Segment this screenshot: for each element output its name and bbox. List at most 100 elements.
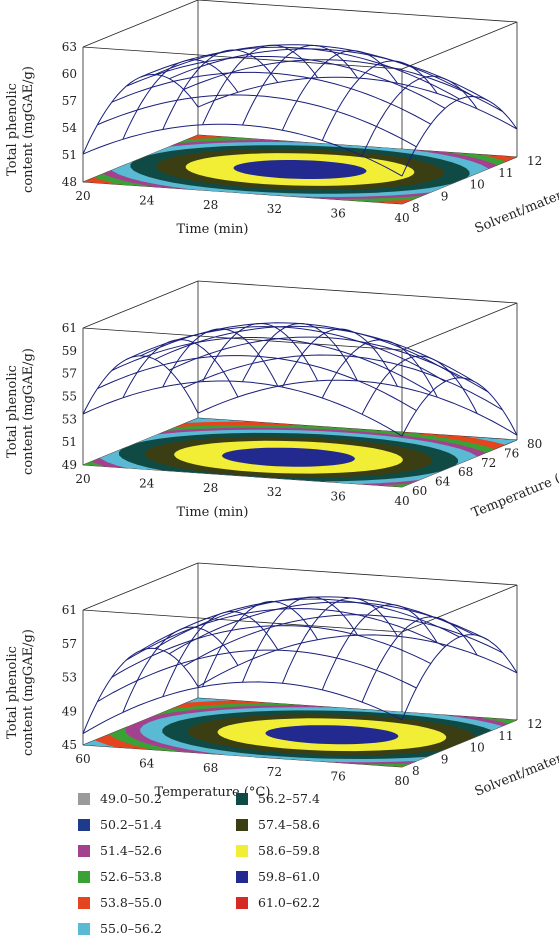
- z-axis-label: Total phenolic content (mgGAE/g): [5, 66, 36, 193]
- y-tick-label: 10: [470, 741, 485, 755]
- box-edge: [82, 327, 403, 351]
- x-tick-label: 32: [267, 202, 282, 216]
- y-tick-label: 8: [412, 764, 420, 778]
- z-tick-label: 57: [62, 367, 77, 381]
- y-tick-label: 9: [441, 189, 449, 203]
- legend-entry: 57.4–58.6: [236, 817, 320, 832]
- mesh-line: [401, 634, 518, 721]
- mesh-line: [183, 614, 503, 667]
- y-tick-label: 11: [498, 166, 513, 180]
- mesh-line: [321, 339, 438, 399]
- legend-entry: 49.0–50.2: [78, 791, 162, 806]
- surface-mesh: [82, 596, 518, 735]
- y-tick-label: 10: [470, 178, 485, 192]
- legend-swatch: [236, 896, 248, 909]
- legend-swatch: [236, 792, 248, 805]
- legend-entry: 51.4–52.6: [78, 843, 162, 858]
- contour-band: [222, 447, 355, 467]
- z-axis-label-line2: content (mgGAE/g): [21, 629, 36, 756]
- box-edge: [197, 562, 518, 586]
- mesh-line: [202, 44, 319, 125]
- mesh-line: [202, 600, 319, 687]
- mesh-line: [242, 322, 358, 382]
- y-axis-label: Solvent/material: [473, 182, 559, 237]
- z-tick-label: 61: [62, 603, 77, 617]
- mesh-line: [162, 49, 279, 130]
- z-tick-label: 54: [62, 121, 78, 135]
- mesh-line: [401, 377, 518, 437]
- legend-swatch: [236, 818, 248, 831]
- legend-label: 61.0–62.2: [258, 895, 320, 910]
- z-axis-label: Total phenolic content (mgGAE/g): [5, 348, 36, 475]
- legend-entry: 53.8–55.0: [78, 895, 162, 910]
- contour-band: [265, 725, 399, 745]
- y-tick-label: 12: [527, 717, 542, 731]
- mesh-line: [97, 649, 417, 703]
- y-tick-label: 8: [412, 201, 420, 215]
- x-tick-label: 36: [331, 207, 346, 221]
- legend-label: 58.6–59.8: [258, 843, 320, 858]
- mesh-line: [401, 95, 518, 177]
- surface-mesh: [82, 322, 518, 437]
- x-tick-label: 20: [75, 189, 90, 203]
- legend-swatch: [236, 844, 248, 857]
- floor-contour: [83, 418, 517, 487]
- box-edge: [197, 280, 518, 304]
- legend-label: 50.2–51.4: [100, 817, 162, 832]
- mesh-line: [82, 355, 199, 415]
- legend-entry: 59.8–61.0: [236, 869, 320, 884]
- y-tick-label: 12: [527, 154, 542, 168]
- legend-label: 49.0–50.2: [100, 791, 162, 806]
- x-tick-label: 40: [394, 211, 409, 225]
- x-axis-label: Time (min): [177, 222, 249, 237]
- mesh-line: [321, 604, 438, 691]
- z-tick-label: 63: [62, 40, 77, 54]
- floor-contour: [83, 135, 517, 204]
- z-tick-label: 61: [62, 321, 77, 335]
- mesh-line: [154, 44, 475, 98]
- x-tick-label: 32: [267, 485, 282, 499]
- mesh-line: [321, 60, 438, 141]
- mesh-line: [242, 44, 358, 126]
- x-tick-label: 20: [75, 472, 90, 486]
- y-tick-label: 64: [435, 475, 451, 489]
- legend-entry: 58.6–59.8: [236, 843, 320, 858]
- mesh-line: [162, 610, 279, 697]
- legend-entry: 61.0–62.2: [236, 895, 320, 910]
- x-tick-label: 76: [331, 770, 346, 784]
- z-tick-label: 45: [62, 738, 77, 752]
- y-tick-label: 68: [458, 465, 473, 479]
- mesh-line: [122, 626, 239, 713]
- y-tick-label: 60: [412, 484, 427, 498]
- legend-swatch: [236, 870, 248, 883]
- mesh-line: [122, 339, 239, 399]
- mesh-line: [122, 59, 239, 140]
- mesh-line: [361, 75, 478, 157]
- x-tick-label: 24: [139, 476, 155, 490]
- legend-swatch: [78, 818, 90, 831]
- legend-label: 59.8–61.0: [258, 869, 320, 884]
- z-tick-label: 55: [62, 390, 77, 404]
- mesh-line: [169, 48, 489, 102]
- mesh-line: [82, 73, 199, 155]
- legend-swatch: [78, 792, 90, 805]
- surface-mesh: [82, 44, 518, 177]
- mesh-line: [281, 50, 398, 131]
- y-tick-label: 80: [527, 437, 542, 451]
- box-edge: [82, 46, 403, 70]
- z-tick-label: 53: [62, 671, 77, 685]
- legend-label: 52.6–53.8: [100, 869, 162, 884]
- legend-label: 51.4–52.6: [100, 843, 162, 858]
- legend-entry: 50.2–51.4: [78, 817, 162, 832]
- z-axis-label: Total phenolic content (mgGAE/g): [5, 629, 36, 756]
- legend-swatch: [78, 870, 90, 883]
- x-tick-label: 72: [267, 765, 282, 779]
- legend-swatch: [78, 844, 90, 857]
- z-tick-label: 49: [62, 704, 77, 718]
- x-tick-label: 40: [394, 494, 409, 508]
- x-tick-label: 36: [331, 490, 346, 504]
- mesh-line: [183, 59, 503, 112]
- box-edge: [82, 562, 199, 611]
